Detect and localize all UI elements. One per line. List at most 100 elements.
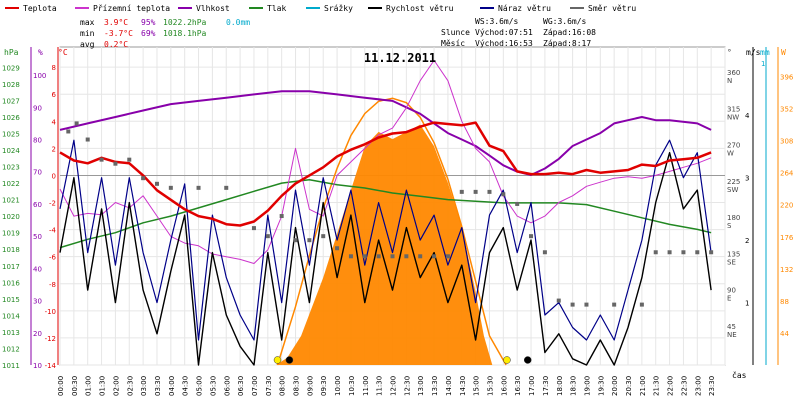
stat-max-label: max <box>80 18 95 27</box>
pct-tick-label: 90 <box>33 104 42 112</box>
x-tick-label: 18:00 <box>556 376 564 396</box>
wind-direction-point <box>556 298 561 303</box>
ms-tick-label: 2 <box>745 237 749 245</box>
ms-tick-label: 1 <box>745 300 749 308</box>
dir-tick-label: 360 <box>727 69 740 77</box>
dir-name-label: NW <box>727 113 739 121</box>
hpa-tick-label: 1017 <box>2 263 20 271</box>
solar-radiation <box>276 97 507 366</box>
wind-direction-point <box>376 254 381 259</box>
hpa-tick-label: 1015 <box>2 296 20 304</box>
stat-min-temp: -3.7°C <box>104 29 133 38</box>
x-tick-label: 23:30 <box>708 376 716 396</box>
x-tick-label: 04:30 <box>182 376 190 396</box>
wind-direction-point <box>639 302 644 307</box>
dir-name-label: N <box>727 77 732 85</box>
x-tick-label: 02:00 <box>112 376 120 396</box>
wind-direction-point <box>251 226 256 231</box>
wm2-tick-label: 176 <box>780 234 794 242</box>
dir-tick-label: 180 <box>727 214 740 222</box>
dir-name-label: E <box>727 295 731 303</box>
stat-max-temp: 3.9°C <box>104 18 128 27</box>
wind-direction-point <box>515 201 520 206</box>
wind-direction-point <box>307 238 312 243</box>
wind-direction-point <box>432 254 437 259</box>
wind-direction-point <box>74 121 79 126</box>
pct-tick-label: 50 <box>33 233 42 241</box>
axes: 1029102810271026102510241023102210211020… <box>2 47 794 370</box>
dir-tick-label: 315 <box>727 105 740 113</box>
hpa-tick-label: 1025 <box>2 130 20 138</box>
x-tick-label: 15:00 <box>473 376 481 396</box>
pct-tick-label: 80 <box>33 137 42 145</box>
wm2-tick-label: 264 <box>780 170 794 178</box>
x-tick-label: 16:30 <box>514 376 522 396</box>
wind-direction-point <box>390 254 395 259</box>
wind-direction-point <box>113 161 118 166</box>
hpa-tick-label: 1018 <box>2 246 20 254</box>
wind-direction-point <box>335 246 340 251</box>
x-tick-label: 11:00 <box>362 376 370 396</box>
wind-direction-point <box>265 234 270 239</box>
x-tick-label: 10:30 <box>348 376 356 396</box>
x-tick-label: 07:30 <box>265 376 273 396</box>
wind-direction-point <box>487 189 492 194</box>
humidity-line <box>59 90 712 176</box>
legend-label: Srážky <box>324 4 353 13</box>
temp-tick-label: 4 <box>52 118 57 126</box>
wind-direction-point <box>681 250 686 255</box>
x-tick-label: 08:00 <box>279 376 287 396</box>
x-tick-label: 00:00 <box>57 376 65 396</box>
x-tick-label: 03:00 <box>140 376 148 396</box>
wind-speed-line <box>59 151 712 366</box>
x-tick-label: 17:00 <box>528 376 536 396</box>
sun-moon-markers <box>273 356 532 364</box>
x-tick-label: 02:30 <box>126 376 134 396</box>
hpa-tick-label: 1014 <box>2 312 20 320</box>
x-tick-label: 18:30 <box>570 376 578 396</box>
x-tick-label: 01:30 <box>99 376 107 396</box>
dir-name-label: NE <box>727 331 737 339</box>
stat-min-label: min <box>80 29 95 38</box>
hpa-tick-label: 1020 <box>2 213 20 221</box>
x-tick-label: 06:00 <box>223 376 231 396</box>
wind-direction-point <box>529 234 534 239</box>
wind-direction-point <box>542 250 547 255</box>
pct-tick-label: 40 <box>33 265 42 273</box>
x-axis-label: čas <box>732 370 747 380</box>
x-tick-label: 13:00 <box>417 376 425 396</box>
wm2-axis-label: W <box>781 48 786 57</box>
temp-tick-label: 0 <box>52 172 56 180</box>
x-tick-label: 22:30 <box>680 376 688 396</box>
ms-tick-label: 3 <box>745 175 749 183</box>
moon-set: Západ:8:17 <box>543 39 591 48</box>
dir-name-label: W <box>727 150 734 158</box>
x-tick-label: 00:30 <box>71 376 79 396</box>
wind-direction-point <box>127 157 132 162</box>
x-tick-label: 03:30 <box>154 376 162 396</box>
x-tick-label: 14:30 <box>459 376 467 396</box>
temp-tick-label: 6 <box>52 91 57 99</box>
x-tick-label: 05:30 <box>209 376 217 396</box>
sun-rise: Východ:07:51 <box>475 28 533 37</box>
legend-label: Rychlost větru <box>386 4 454 13</box>
stat-avg-temp: 0.2°C <box>104 40 128 49</box>
temp-tick-label: -6 <box>49 254 57 262</box>
dir-tick-label: 90 <box>727 287 736 295</box>
wind-direction-point <box>667 250 672 255</box>
x-tick-label: 10:00 <box>334 376 342 396</box>
wind-direction-point <box>321 234 326 239</box>
mm-axis-label: mm <box>760 48 770 57</box>
moon-rise: Východ:16:53 <box>475 39 533 48</box>
x-tick-label: 12:00 <box>390 376 398 396</box>
wind-direction-point <box>348 254 353 259</box>
pct-axis-label: % <box>38 48 43 57</box>
wind-direction-point <box>168 185 173 190</box>
x-tick-label: 09:00 <box>306 376 314 396</box>
wind-direction-point <box>584 302 589 307</box>
dir-name-label: SW <box>727 186 738 194</box>
wind-direction-point <box>404 254 409 259</box>
dir-name-label: S <box>727 222 732 230</box>
